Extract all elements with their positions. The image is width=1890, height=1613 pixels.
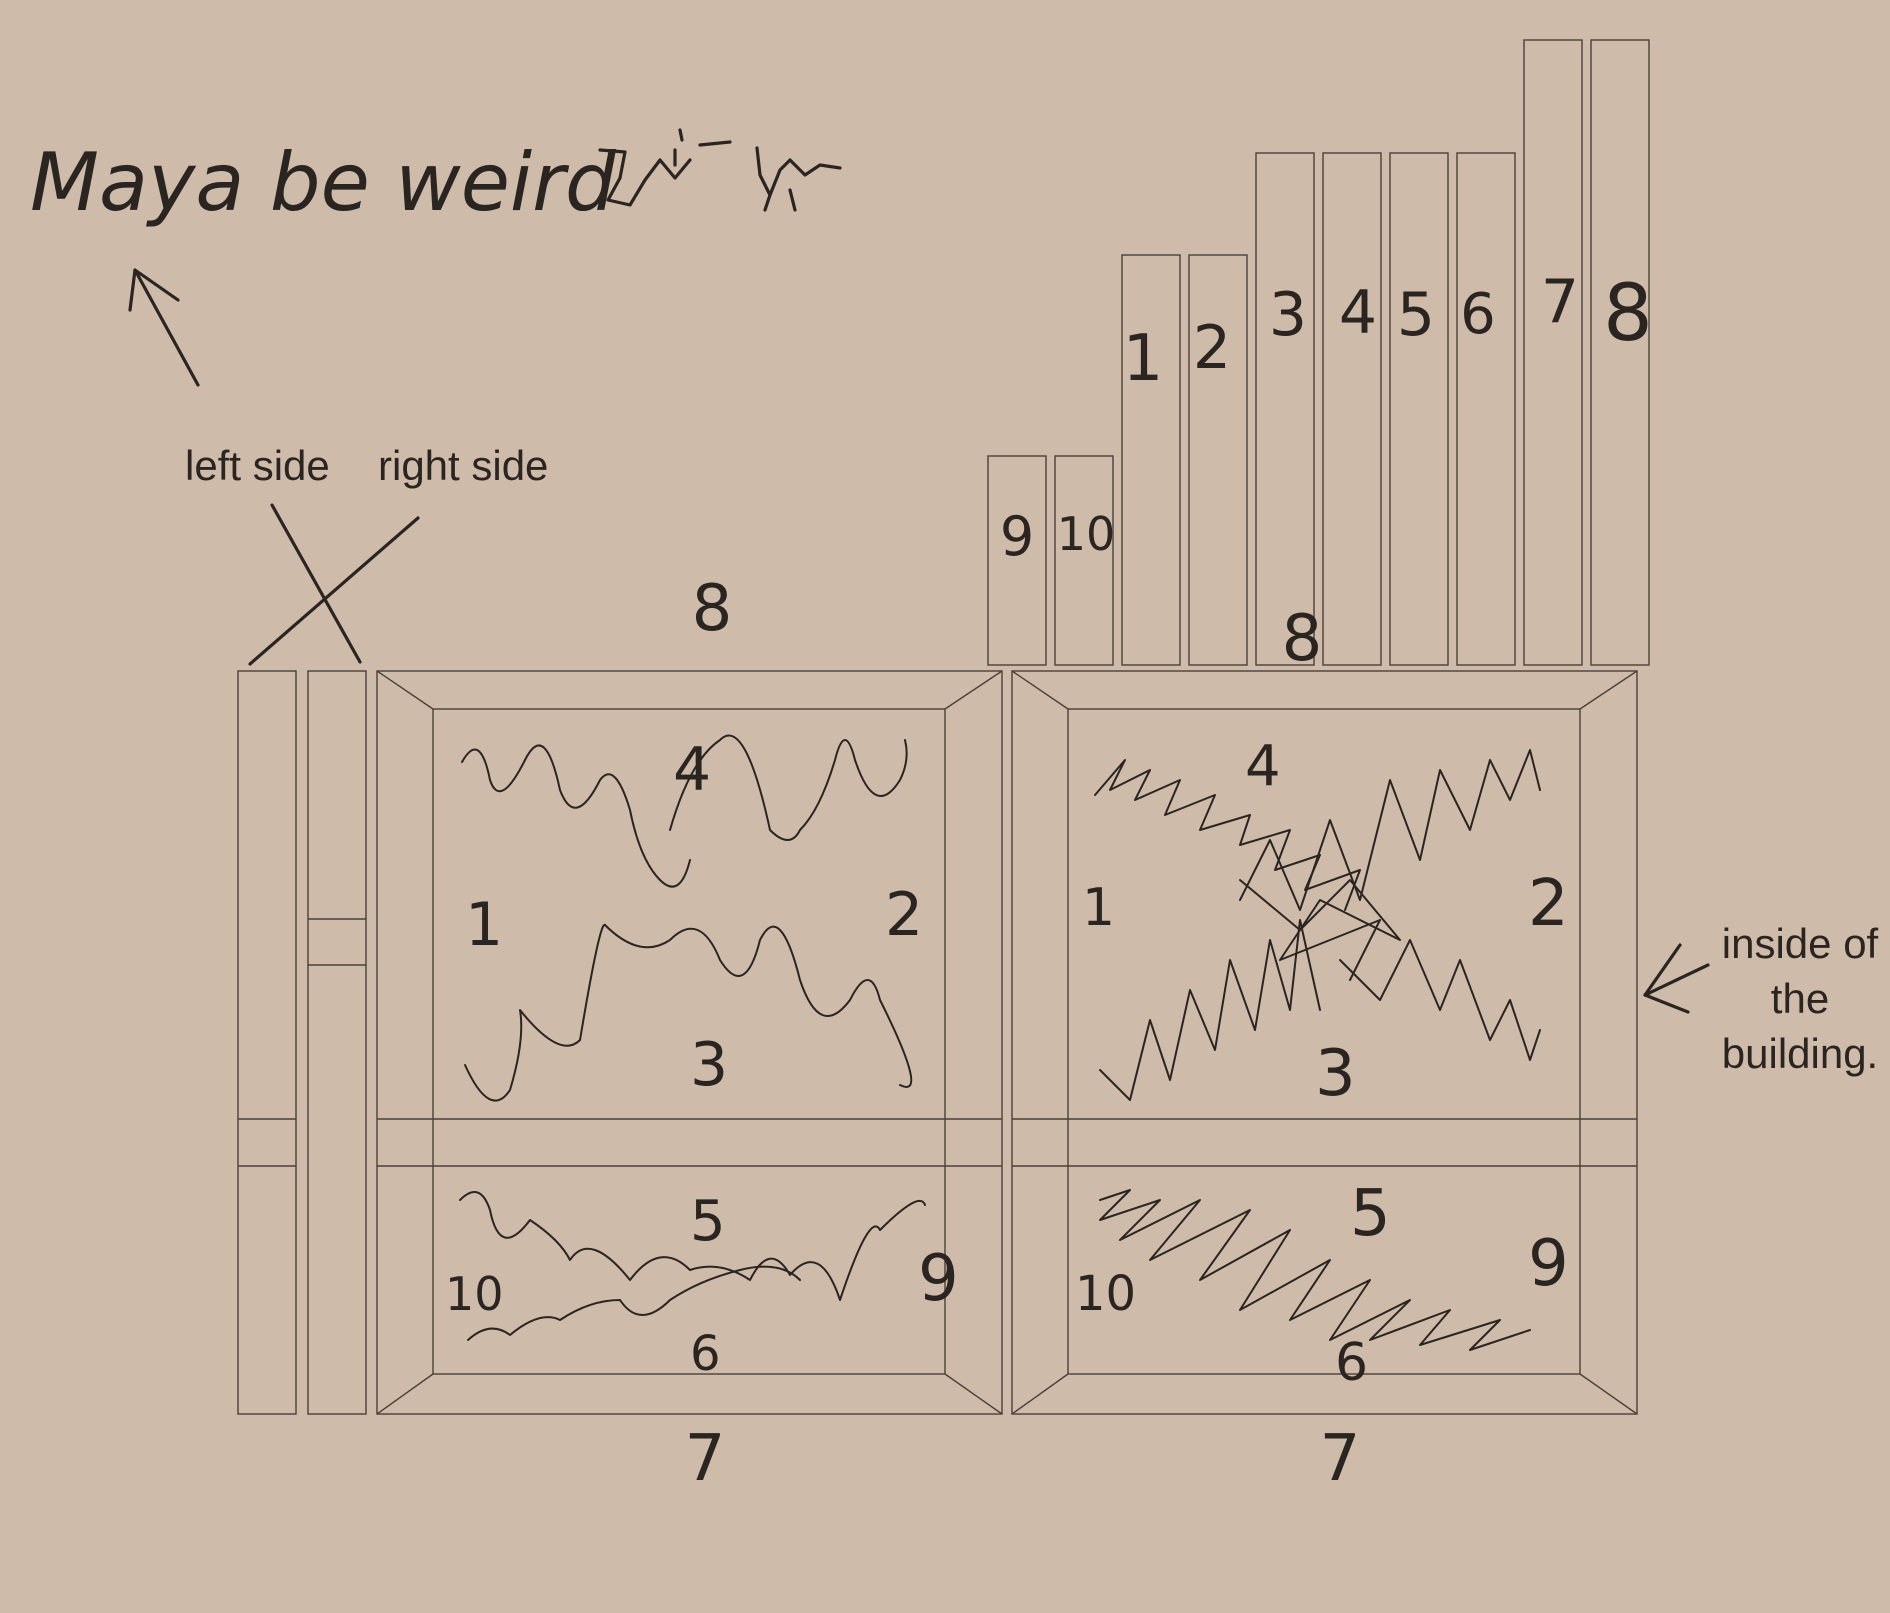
plank-3 [1255,152,1315,666]
plank-8-label: 8 [1603,269,1653,359]
plank-7-label: 7 [1541,267,1579,337]
plank-1 [1121,254,1181,666]
right-wall-panel [1011,670,1638,1415]
left-panel-section-3: 3 [690,1030,728,1100]
plank-7 [1523,39,1583,666]
right-panel-section-3: 3 [1315,1037,1356,1111]
right-panel-section-6: 6 [1335,1333,1368,1393]
inside-label-line1: inside of [1722,920,1879,967]
right-panel-section-10: 10 [1075,1266,1136,1322]
left-panel-section-4: 4 [673,735,711,805]
plank-3-label: 3 [1269,280,1307,350]
right-panel-section-2: 2 [1528,867,1569,941]
right-panel-section-1: 1 [1082,878,1115,938]
right-panel-bottom-number: 7 [1320,1422,1361,1496]
left-arrow-icon [1643,943,1710,1014]
right-panel-section-9: 9 [1528,1227,1569,1301]
left-wall-panel [376,670,1003,1415]
plank-1-label: 1 [1123,322,1164,396]
left-panel-section-9: 9 [918,1242,959,1316]
plank-2 [1188,254,1248,666]
cross-connector-lines [248,503,420,666]
left-panel-section-10: 10 [445,1267,504,1321]
doodle-icon [598,128,842,212]
plank-group-label: 8 [1282,602,1323,676]
left-panel-section-2: 2 [885,880,923,950]
left-panel-section-6: 6 [690,1326,721,1382]
left-panel-bottom-number: 7 [685,1422,726,1496]
plank-5 [1389,152,1449,666]
plank-6-label: 6 [1460,282,1496,347]
handwritten-note: Maya be weird [30,136,617,229]
left-side-strip [237,670,297,1415]
plank-10 [1054,455,1114,666]
plank-2-label: 2 [1193,313,1231,383]
plank-set [987,39,1650,666]
right-side-strip [307,670,367,1415]
left-panel-section-1: 1 [465,890,503,960]
plank-5-label: 5 [1397,280,1435,350]
plank-6 [1456,152,1516,666]
right-side-label: right side [378,442,548,489]
plank-8 [1590,39,1650,666]
plank-10-label: 10 [1057,507,1116,561]
right-panel-section-5: 5 [1350,1177,1391,1251]
plank-9-label: 9 [1000,505,1034,568]
up-arrow-icon [128,268,200,387]
inside-label-line3: building. [1722,1030,1878,1077]
left-panel-section-5: 5 [690,1189,726,1254]
left-side-label: left side [185,442,330,489]
plank-4-label: 4 [1339,278,1377,348]
inside-label-line2: the [1771,975,1829,1022]
right-panel-section-4: 4 [1245,734,1281,799]
left-panel-top-number: 8 [692,572,733,646]
plank-4 [1322,152,1382,666]
plank-9 [987,455,1047,666]
